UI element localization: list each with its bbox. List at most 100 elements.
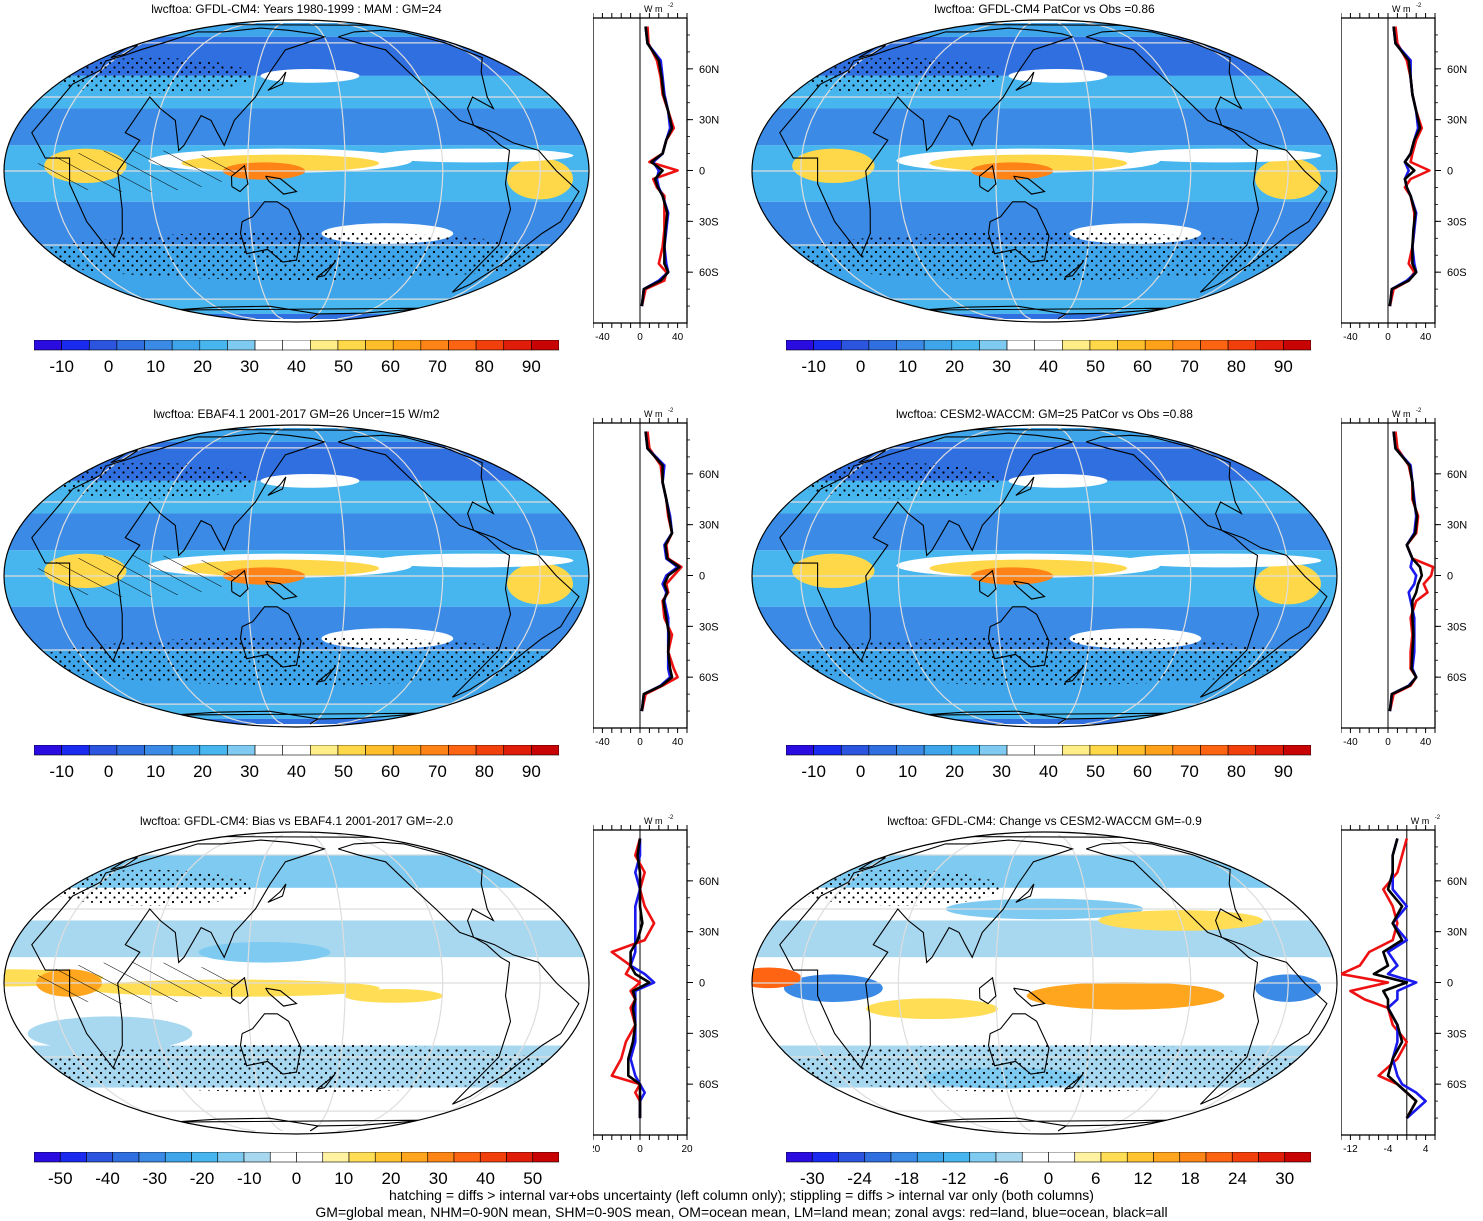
colorbar-label: -18	[894, 1169, 919, 1188]
colorbar-swatch	[34, 340, 62, 351]
colorbar-label: 80	[1227, 762, 1246, 781]
colorbar-swatch	[896, 745, 925, 756]
colorbar-swatch	[374, 1152, 402, 1163]
colorbar-swatch	[144, 340, 173, 351]
x-tick-label: -20	[593, 1144, 601, 1155]
colorbar-swatch	[227, 745, 256, 756]
unit-label: W m	[644, 409, 663, 419]
footer-note: hatching = diffs > internal var+obs unce…	[0, 1187, 1483, 1221]
panel-title: lwcftoa: GFDL-CM4: Change vs CESM2-WACCM…	[887, 814, 1202, 828]
x-tick-label: -12	[1343, 1144, 1358, 1155]
colorbar-label: 0	[292, 1169, 301, 1188]
colorbar-swatch	[34, 745, 62, 756]
colorbar-swatch	[840, 745, 870, 756]
colorbar-label: 70	[1180, 762, 1199, 781]
y-tick-label: 60N	[1447, 469, 1467, 481]
y-tick-label: 30N	[699, 520, 719, 532]
panel-3: lwcftoa: EBAF4.1 2001-2017 GM=26 Uncer=1…	[0, 405, 735, 805]
colorbar-label: 10	[898, 762, 917, 781]
colorbar-swatch	[254, 745, 283, 756]
y-tick-label: 0	[1447, 571, 1453, 583]
colorbar-label: 0	[104, 357, 113, 376]
x-tick-label: -40	[595, 737, 610, 748]
colorbar-swatch	[310, 340, 339, 351]
colorbar-label: 0	[1044, 1169, 1053, 1188]
world-map	[751, 831, 1338, 1135]
colorbar-swatch	[420, 340, 449, 351]
y-tick-label: 30S	[1447, 216, 1467, 228]
footer-line-2: GM=global mean, NHM=0-90N mean, SHM=0-90…	[315, 1204, 1168, 1220]
world-map	[3, 19, 590, 323]
series-line-all	[1372, 838, 1418, 1119]
colorbar-swatch	[269, 1152, 297, 1163]
series-line-land	[610, 838, 656, 1119]
colorbar-swatch	[1034, 340, 1063, 351]
colorbar-swatch	[448, 340, 477, 351]
colorbar-swatch	[786, 745, 814, 756]
colorbar-swatch	[427, 1152, 455, 1163]
y-tick-label: 60N	[699, 469, 719, 481]
colorbar-swatch	[840, 340, 870, 351]
x-tick-label: 0	[1385, 737, 1391, 748]
y-tick-label: 60N	[699, 64, 719, 76]
colorbar-swatch	[1205, 1152, 1233, 1163]
y-tick-label: 0	[1447, 978, 1453, 990]
colorbar-label: 90	[1274, 762, 1293, 781]
y-tick-label: 30N	[699, 115, 719, 127]
y-tick-label: 60N	[699, 876, 719, 888]
colorbar-label: -40	[95, 1169, 120, 1188]
colorbar-label: -50	[48, 1169, 73, 1188]
unit-exponent: -2	[1416, 408, 1422, 414]
colorbar-label: 60	[1133, 357, 1152, 376]
colorbar-swatch	[864, 1152, 892, 1163]
colorbar: -10 0 10 20 30 40 50 60 70 80 90	[34, 340, 559, 376]
y-tick-label: 60N	[1447, 64, 1467, 76]
colorbar-swatch	[1034, 745, 1063, 756]
colorbar-label: -30	[800, 1169, 825, 1188]
x-tick-label: 40	[672, 737, 684, 748]
colorbar-swatch	[254, 340, 283, 351]
unit-label: W m	[1411, 816, 1430, 826]
colorbar-label: 0	[856, 357, 865, 376]
colorbar-label: 70	[428, 762, 447, 781]
colorbar-swatch	[199, 745, 228, 756]
y-tick-label: 0	[699, 978, 705, 990]
colorbar-label: 18	[1181, 1169, 1200, 1188]
zonal-profile-chart: W m -2 -12 -4 4 60N 30N 0 30S 60S	[1341, 815, 1467, 1155]
y-tick-label: 60S	[1447, 1079, 1467, 1091]
colorbar-swatch	[1021, 1152, 1049, 1163]
colorbar-label: 30	[992, 357, 1011, 376]
colorbar-swatch	[811, 1152, 839, 1163]
colorbar-swatch	[337, 340, 366, 351]
colorbar-swatch	[282, 745, 311, 756]
colorbar-swatch	[61, 745, 90, 756]
colorbar-swatch	[191, 1152, 219, 1163]
colorbar-label: -6	[994, 1169, 1009, 1188]
y-tick-label: 0	[699, 571, 705, 583]
series-line-all	[627, 838, 651, 1119]
y-tick-label: 30N	[1447, 520, 1467, 532]
colorbar-label: -20	[190, 1169, 215, 1188]
colorbar-swatch	[1074, 1152, 1102, 1163]
colorbar-label: -10	[801, 357, 826, 376]
colorbar-label: 10	[146, 762, 165, 781]
colorbar-swatch	[951, 745, 980, 756]
colorbar-swatch	[88, 745, 118, 756]
colorbar-label: -10	[801, 762, 826, 781]
colorbar-label: 50	[334, 762, 353, 781]
panel-title: lwcftoa: GFDL-CM4: Years 1980-1999 : MAM…	[151, 2, 442, 16]
colorbar-label: 40	[1039, 357, 1058, 376]
colorbar-swatch	[475, 745, 505, 756]
x-tick-label: -40	[595, 332, 610, 343]
colorbar-swatch	[1255, 340, 1284, 351]
colorbar-swatch	[164, 1152, 192, 1163]
colorbar-label: 40	[287, 762, 306, 781]
colorbar-swatch	[453, 1152, 481, 1163]
unit-exponent: -2	[1416, 3, 1422, 9]
colorbar-swatch	[1117, 340, 1146, 351]
colorbar-label: 40	[1039, 762, 1058, 781]
x-tick-label: -40	[1343, 737, 1358, 748]
y-tick-label: 60S	[699, 267, 719, 279]
x-tick-label: -4	[1384, 1144, 1393, 1155]
colorbar-swatch	[1144, 340, 1174, 351]
